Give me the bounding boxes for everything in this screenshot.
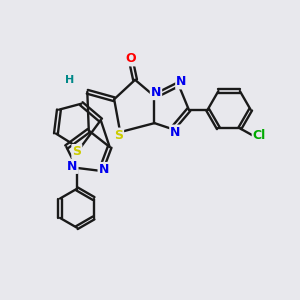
- Text: N: N: [98, 163, 109, 176]
- Text: S: S: [114, 129, 123, 142]
- Text: N: N: [170, 126, 181, 139]
- Text: H: H: [65, 75, 74, 85]
- Text: N: N: [67, 160, 77, 173]
- Text: S: S: [72, 145, 81, 158]
- Text: N: N: [176, 75, 187, 88]
- Text: O: O: [125, 52, 136, 65]
- Text: N: N: [151, 86, 161, 99]
- Text: Cl: Cl: [253, 129, 266, 142]
